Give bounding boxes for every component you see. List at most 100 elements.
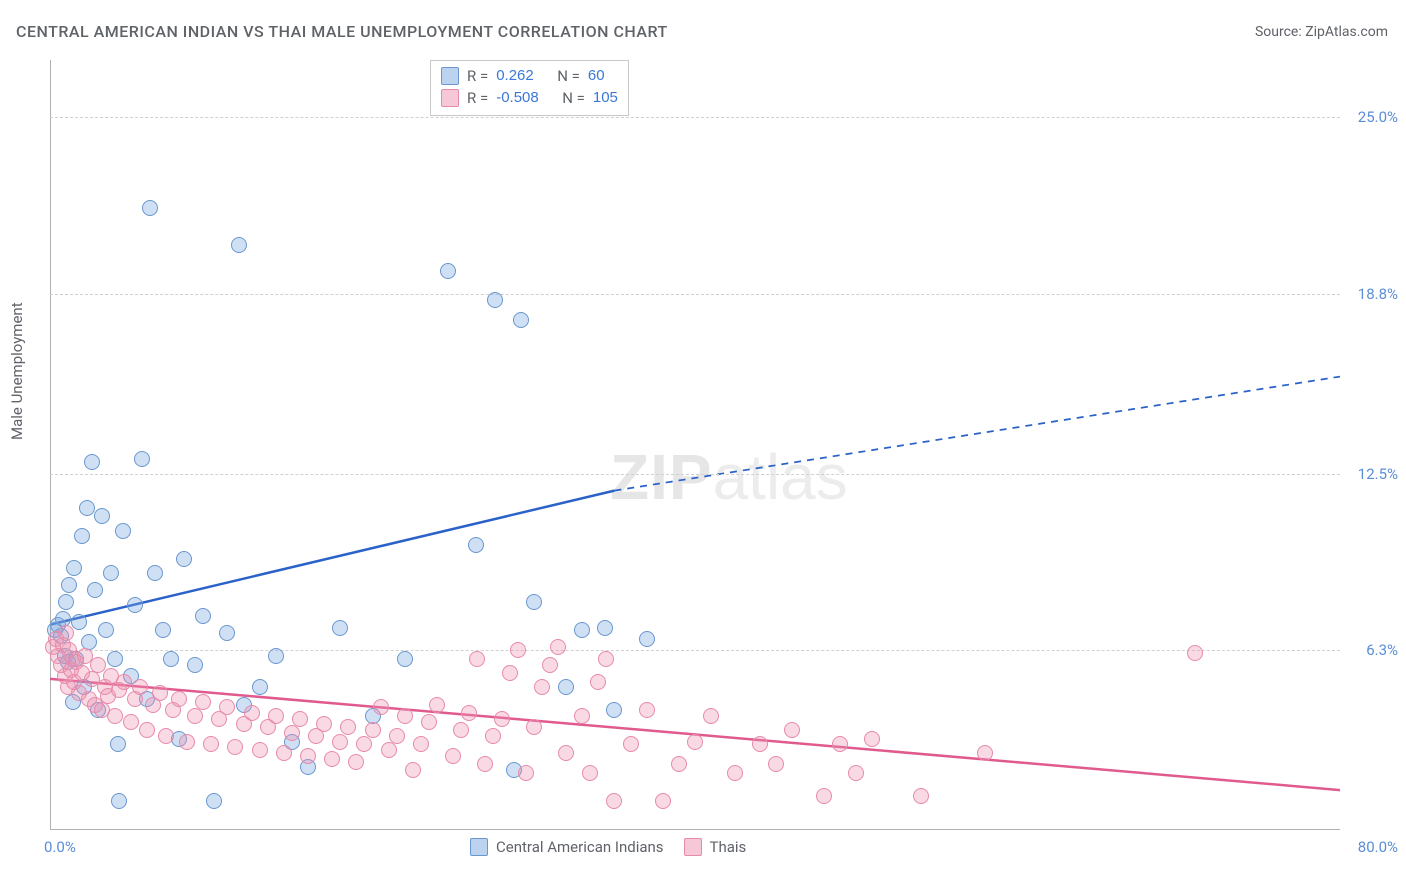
scatter-point-blue <box>115 523 131 539</box>
scatter-point-pink <box>244 705 260 721</box>
y-tick-label: 6.3% <box>1348 641 1398 659</box>
chart-title: CENTRAL AMERICAN INDIAN VS THAI MALE UNE… <box>16 22 668 41</box>
scatter-point-blue <box>606 702 622 718</box>
scatter-point-pink <box>348 754 364 770</box>
scatter-point-pink <box>445 748 461 764</box>
plot-area: ZIPatlas R = 0.262 N = 60 R = -0.508 N =… <box>50 60 1340 830</box>
legend-item-blue: Central American Indians <box>470 838 664 856</box>
scatter-point-pink <box>639 702 655 718</box>
scatter-point-pink <box>913 788 929 804</box>
scatter-point-pink <box>132 679 148 695</box>
scatter-point-pink <box>187 708 203 724</box>
scatter-point-blue <box>268 648 284 664</box>
scatter-point-pink <box>590 674 606 690</box>
stat-r-pink: -0.508 <box>496 87 539 109</box>
y-tick-label: 12.5% <box>1348 465 1398 483</box>
scatter-point-pink <box>381 742 397 758</box>
bottom-legend: Central American Indians Thais <box>470 838 746 856</box>
scatter-point-pink <box>171 691 187 707</box>
scatter-point-pink <box>123 714 139 730</box>
scatter-point-pink <box>510 642 526 658</box>
scatter-point-blue <box>440 263 456 279</box>
scatter-point-pink <box>461 705 477 721</box>
y-tick-label: 25.0% <box>1348 108 1398 126</box>
scatter-point-blue <box>163 651 179 667</box>
scatter-point-blue <box>147 565 163 581</box>
scatter-point-pink <box>292 711 308 727</box>
scatter-point-blue <box>79 500 95 516</box>
scatter-point-pink <box>276 745 292 761</box>
stats-row-blue: R = 0.262 N = 60 <box>441 65 618 87</box>
watermark-atlas: atlas <box>713 441 848 513</box>
scatter-point-pink <box>671 756 687 772</box>
scatter-point-blue <box>332 620 348 636</box>
scatter-point-pink <box>397 708 413 724</box>
scatter-point-pink <box>405 762 421 778</box>
swatch-pink-icon <box>441 89 459 107</box>
scatter-point-pink <box>526 719 542 735</box>
scatter-point-blue <box>526 594 542 610</box>
scatter-point-blue <box>142 200 158 216</box>
swatch-blue-icon <box>470 838 488 856</box>
scatter-point-blue <box>107 651 123 667</box>
scatter-point-blue <box>206 793 222 809</box>
scatter-point-blue <box>513 312 529 328</box>
scatter-point-pink <box>227 739 243 755</box>
scatter-point-pink <box>687 734 703 750</box>
scatter-point-blue <box>487 292 503 308</box>
scatter-point-blue <box>219 625 235 641</box>
watermark-zip: ZIP <box>610 441 713 513</box>
scatter-point-pink <box>574 708 590 724</box>
scatter-point-pink <box>219 699 235 715</box>
scatter-point-pink <box>784 722 800 738</box>
scatter-point-blue <box>176 551 192 567</box>
scatter-point-blue <box>74 528 90 544</box>
scatter-point-blue <box>397 651 413 667</box>
scatter-point-pink <box>534 679 550 695</box>
scatter-point-blue <box>127 597 143 613</box>
stats-box: R = 0.262 N = 60 R = -0.508 N = 105 <box>430 60 629 116</box>
grid-line <box>50 474 1340 475</box>
stat-n-blue: 60 <box>588 65 605 87</box>
scatter-point-pink <box>365 722 381 738</box>
x-max-label: 80.0% <box>1358 838 1398 856</box>
x-axis <box>50 829 1340 830</box>
scatter-point-pink <box>598 651 614 667</box>
scatter-point-blue <box>252 679 268 695</box>
scatter-point-pink <box>195 694 211 710</box>
grid-line <box>50 650 1340 651</box>
scatter-point-pink <box>977 745 993 761</box>
scatter-point-pink <box>268 708 284 724</box>
scatter-point-pink <box>655 793 671 809</box>
scatter-point-pink <box>179 734 195 750</box>
scatter-point-pink <box>542 657 558 673</box>
scatter-point-pink <box>413 736 429 752</box>
y-tick-label: 18.8% <box>1348 285 1398 303</box>
scatter-point-pink <box>502 665 518 681</box>
scatter-point-pink <box>703 708 719 724</box>
scatter-point-pink <box>300 748 316 764</box>
scatter-point-pink <box>558 745 574 761</box>
scatter-point-pink <box>356 736 372 752</box>
x-min-label: 0.0% <box>44 838 76 856</box>
scatter-point-blue <box>84 454 100 470</box>
stat-r-blue: 0.262 <box>496 65 534 87</box>
scatter-point-pink <box>469 651 485 667</box>
scatter-point-pink <box>453 722 469 738</box>
scatter-point-blue <box>574 622 590 638</box>
scatter-point-pink <box>252 742 268 758</box>
scatter-point-pink <box>727 765 743 781</box>
scatter-point-pink <box>1187 645 1203 661</box>
stat-n-pink: 105 <box>593 87 618 109</box>
scatter-point-pink <box>203 736 219 752</box>
scatter-point-pink <box>158 728 174 744</box>
scatter-point-pink <box>389 728 405 744</box>
scatter-point-pink <box>477 756 493 772</box>
scatter-point-blue <box>87 582 103 598</box>
scatter-point-pink <box>768 756 784 772</box>
stat-n-label: N = <box>562 87 585 109</box>
scatter-point-pink <box>606 793 622 809</box>
scatter-point-pink <box>429 697 445 713</box>
scatter-point-pink <box>582 765 598 781</box>
grid-line <box>50 117 1340 118</box>
